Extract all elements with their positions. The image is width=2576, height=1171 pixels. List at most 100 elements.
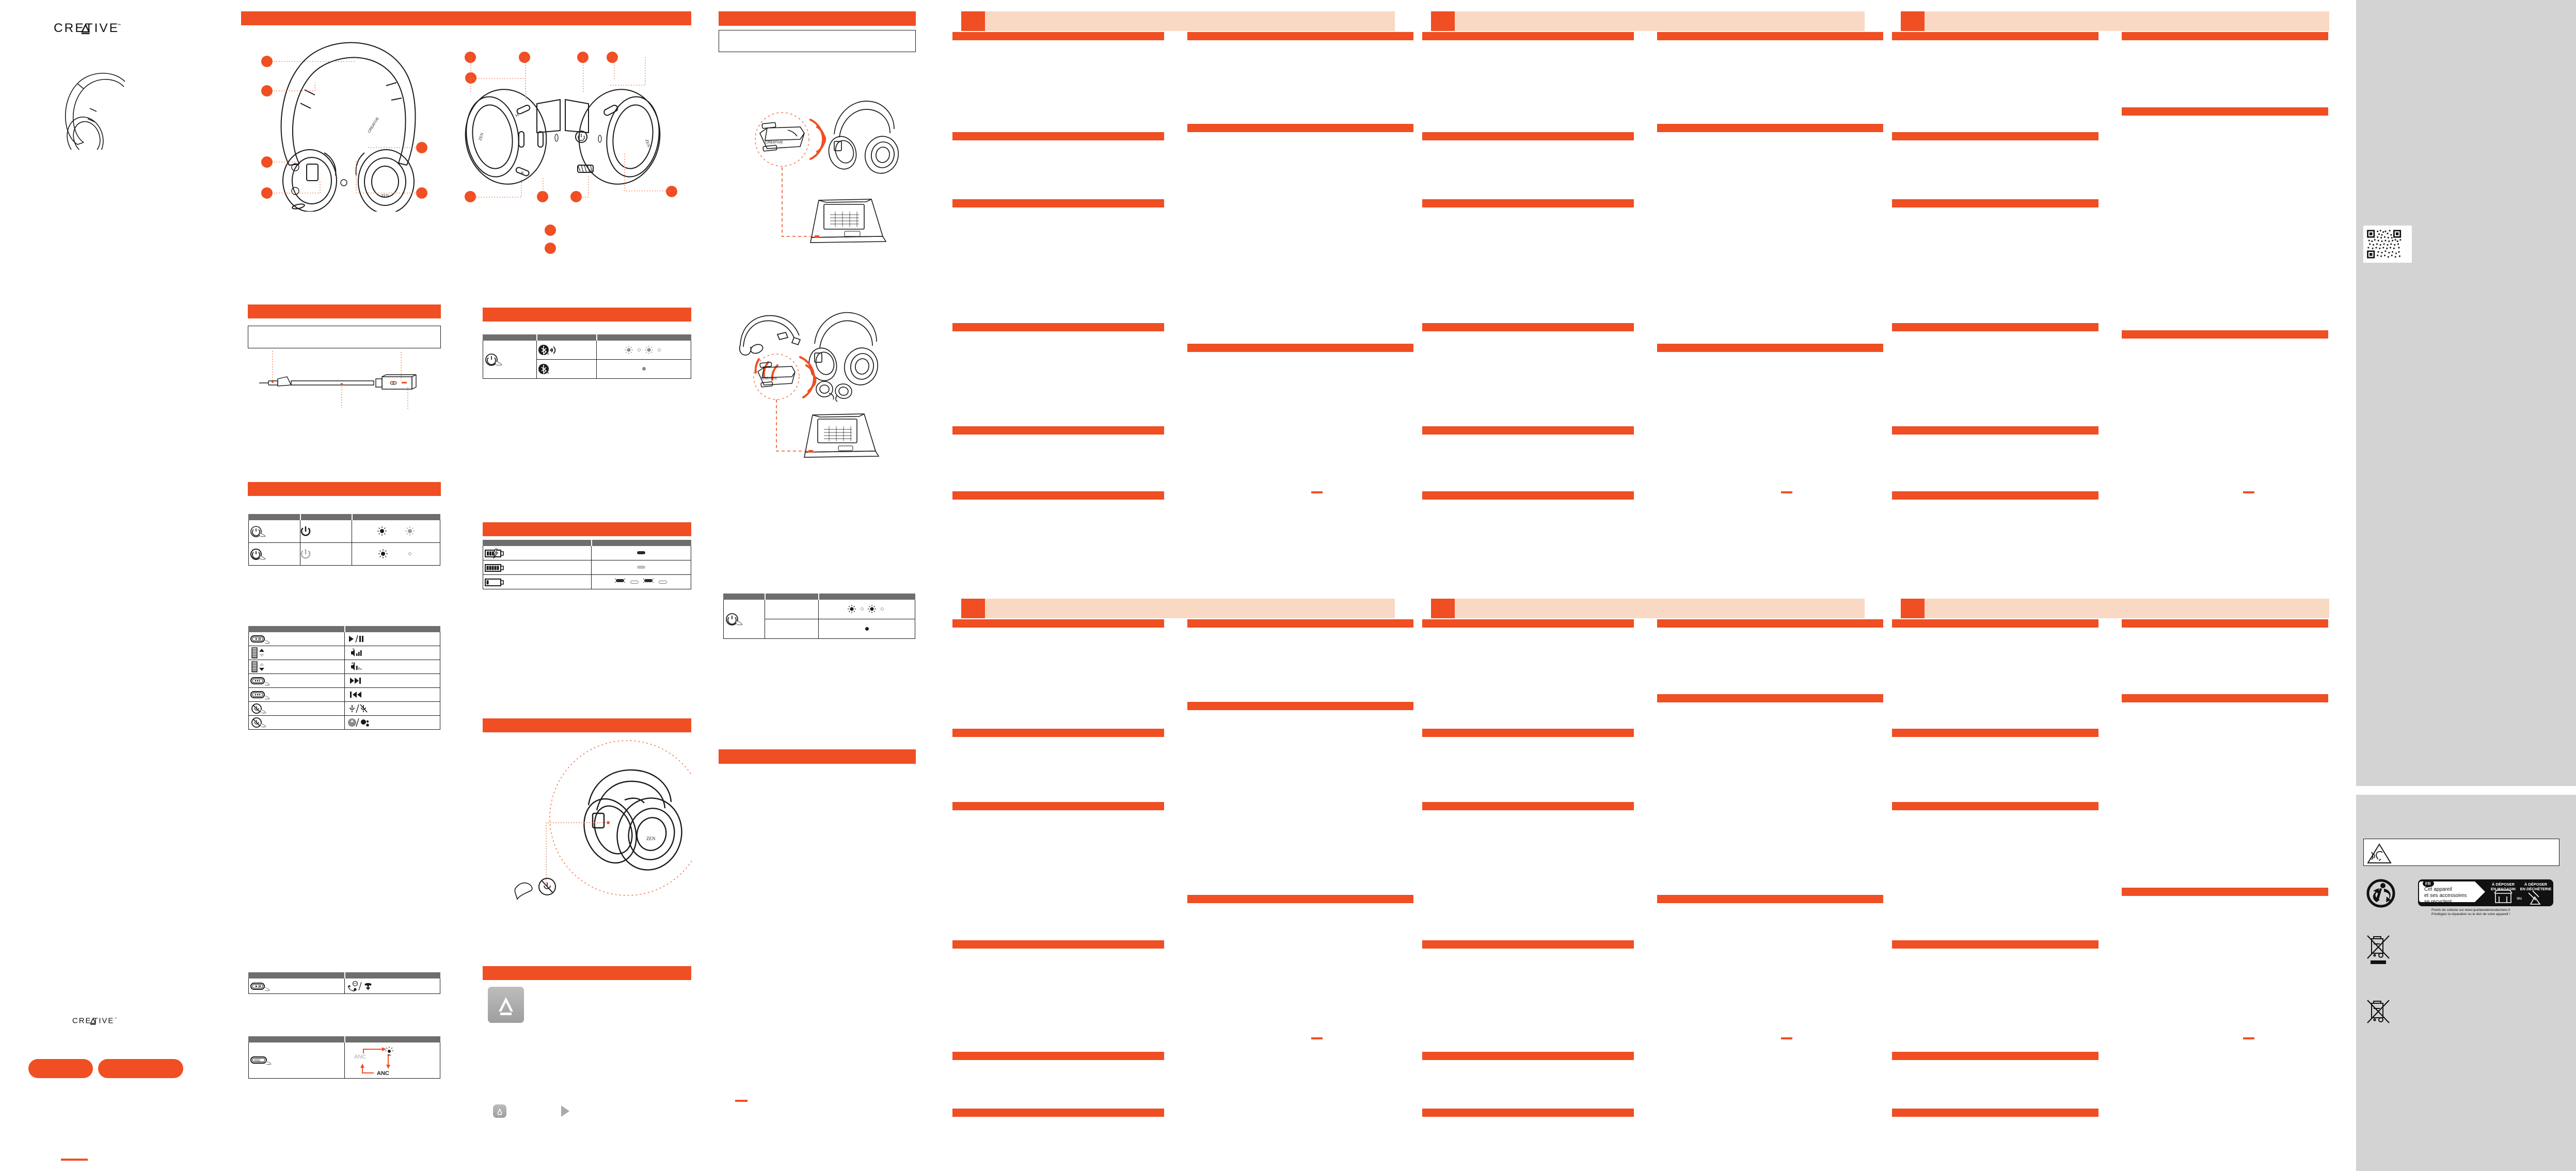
col-state [483, 540, 592, 546]
app-store-badge-small[interactable] [493, 1104, 506, 1118]
lang-banner [1431, 11, 1865, 31]
footer-button-1[interactable] [28, 1059, 93, 1078]
fr-store-2: EN MAGASIN [2491, 887, 2516, 891]
lang-banner [1431, 599, 1865, 618]
text-line [1422, 32, 1634, 40]
fr-tip-2: EN DÉCHÈTERIE [2520, 887, 2552, 891]
qr-code[interactable] [2363, 226, 2412, 263]
footer-button-2[interactable] [98, 1059, 183, 1078]
table-header-row [248, 1036, 440, 1042]
col-action [723, 593, 765, 600]
press-power-button-icon [248, 520, 300, 543]
creative-app-badge[interactable] [488, 987, 524, 1023]
text-line [1422, 132, 1634, 140]
col-action [344, 972, 440, 978]
text-line [1187, 32, 1413, 40]
text-line [1892, 940, 2098, 949]
fr-line-1: Cet appareil [2424, 887, 2452, 892]
col-led [596, 334, 691, 341]
callout-dot-9 [577, 52, 589, 63]
svg-text:TIVE: TIVE [85, 21, 119, 35]
google-play-badge-small[interactable] [559, 1104, 574, 1119]
headphone-earcup-view-illustration: H B ZEN ZEN [454, 54, 671, 204]
text-line [1422, 323, 1634, 331]
dongle-note-box [719, 30, 916, 52]
slider-up-icon [248, 646, 345, 660]
power-led-table [248, 514, 440, 566]
text-line [1422, 199, 1634, 207]
text-line [1422, 426, 1634, 435]
led-indicator-cell [591, 546, 691, 560]
text-line [1187, 619, 1413, 628]
svg-text:CREATIVE: CREATIVE [762, 377, 777, 380]
table-header-row [483, 334, 691, 341]
col-led [591, 540, 691, 546]
dongle-connected-mode-cell [765, 619, 819, 639]
svg-text:®: ® [547, 372, 549, 375]
footnote-rule [2243, 1037, 2254, 1039]
answer-end-call-icon [344, 978, 440, 994]
text-line [1187, 702, 1413, 710]
table-row [248, 673, 440, 688]
table-row [248, 687, 440, 702]
col-gesture [248, 626, 345, 632]
led-indicator-cell [352, 520, 440, 543]
text-line [1892, 1052, 2098, 1060]
press-playpause-button-icon [248, 978, 345, 994]
text-line [1892, 132, 2098, 140]
brand-logo-top: CRE TIVE ™ [54, 21, 175, 36]
lang-tab [1431, 599, 1455, 618]
footnote-rule [1311, 491, 1323, 493]
svg-text:™: ™ [115, 1017, 117, 1020]
call-controls-table [248, 972, 440, 994]
led-indicator-cell [596, 359, 691, 379]
anc-off-label: ANC [354, 1054, 366, 1060]
callout-dot-14 [570, 191, 582, 202]
text-line [1657, 619, 1883, 628]
table-row: + [248, 646, 440, 660]
table-row [248, 542, 440, 566]
press-prev-button-icon [248, 687, 345, 702]
svg-text:CREATIVE: CREATIVE [765, 141, 783, 145]
text-line [1187, 344, 1413, 352]
section-heading-battery [483, 522, 691, 536]
lang-tab [961, 599, 985, 618]
table-row: ® [483, 340, 691, 379]
slider-down-icon [248, 660, 345, 674]
text-line [2122, 619, 2328, 628]
text-line [1422, 940, 1634, 949]
col-state [299, 514, 352, 520]
col-led [818, 593, 915, 600]
callout-dot-4 [261, 187, 273, 199]
press-power-button-icon [248, 542, 300, 566]
anc-on-label: ANC [377, 1070, 389, 1077]
text-line [952, 32, 1164, 40]
press-power-button-icon [483, 340, 537, 379]
text-line [1187, 124, 1413, 132]
led-blink-black-icon [614, 577, 626, 584]
table-header-row [248, 626, 440, 632]
svg-text:ZEN: ZEN [381, 194, 389, 198]
text-line [952, 619, 1164, 628]
led-blink-black-icon [642, 577, 655, 584]
volume-down-icon [344, 660, 440, 674]
media-controls-table: + [248, 626, 440, 730]
text-line [1657, 694, 1883, 702]
text-line [2122, 330, 2328, 339]
table-row [248, 978, 440, 994]
fr-tip-1: À DÉPOSER [2524, 882, 2548, 887]
anc-cycle-diagram: ANC ANC [344, 1042, 440, 1079]
lang-banner [961, 11, 1395, 31]
footnote-rule [2243, 491, 2254, 493]
headphone-front-view-illustration: CREATIVE ZEN [268, 36, 428, 212]
table-row [483, 546, 691, 560]
led-solid-grey-icon [642, 367, 646, 371]
usb-dongle-laptop-illustration: CREATIVE [733, 83, 914, 253]
cable-note-box [248, 326, 441, 348]
callout-dot-6 [416, 187, 427, 199]
section-heading-app [483, 966, 691, 980]
led-blink-grey-icon [405, 526, 415, 536]
text-line [952, 1052, 1164, 1060]
fr-or: OU [2517, 897, 2522, 901]
text-line [1422, 1109, 1634, 1117]
